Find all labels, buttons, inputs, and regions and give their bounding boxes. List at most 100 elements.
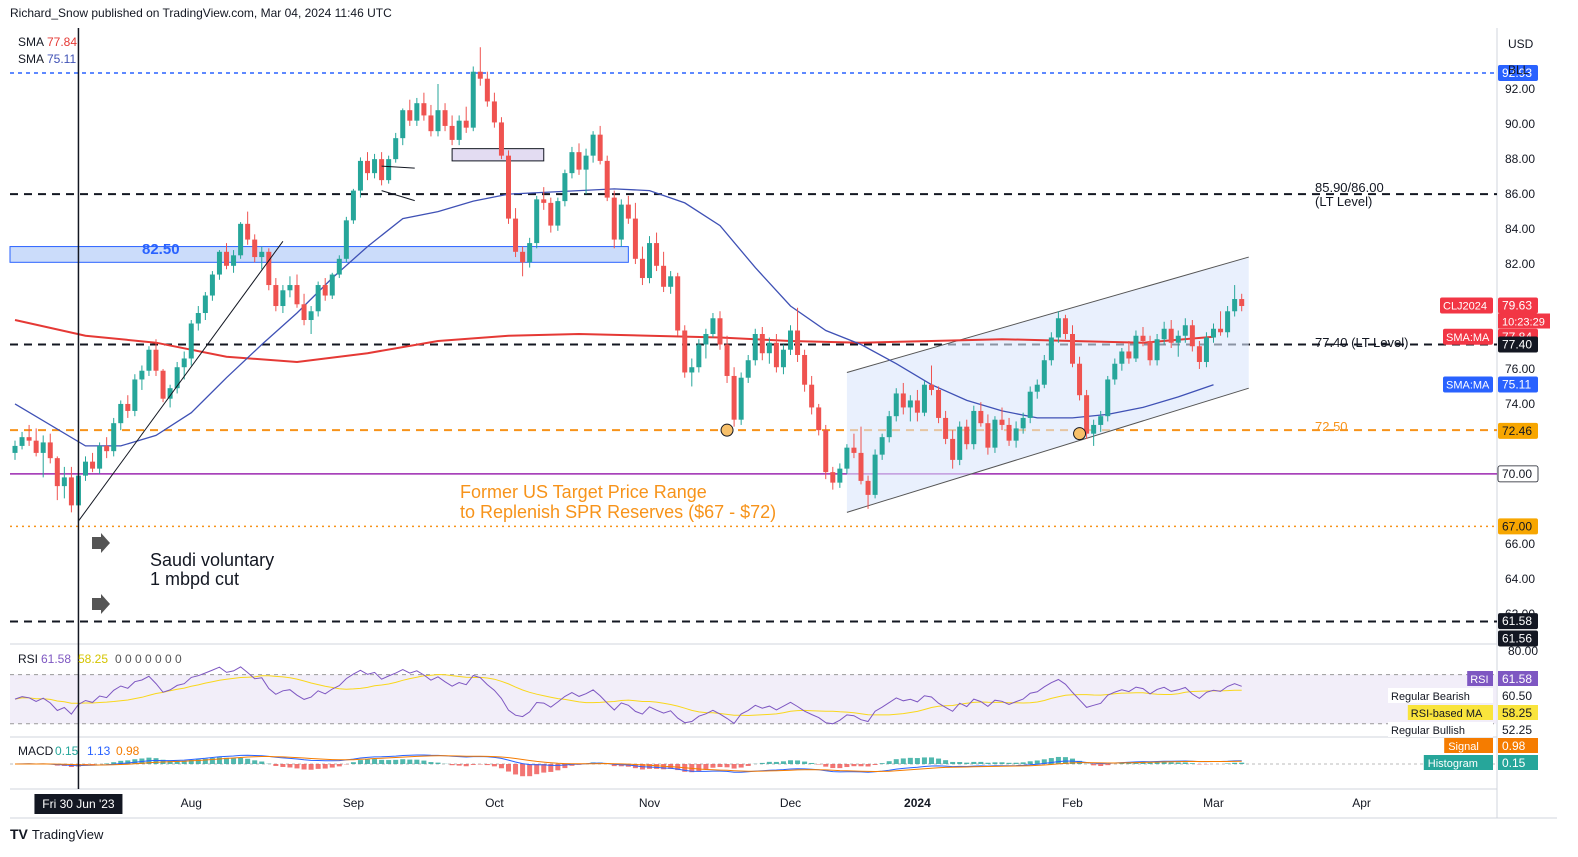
candle-body [851,447,857,453]
macd-histogram-bar [527,764,533,777]
channel-upper-line [846,256,1249,373]
candle [336,255,342,279]
candle [216,250,222,280]
macd-histogram-bar [879,763,885,764]
candle [689,358,695,387]
candle-body [477,71,483,79]
macd-histogram-bar [1041,759,1047,764]
macd-histogram-bar [562,764,568,769]
macd-histogram-bar [1048,758,1054,764]
candle-body [33,440,39,453]
candle [442,103,448,132]
candle-body [231,255,237,266]
rsi-badge-value-bg [1498,705,1538,720]
candle-body [329,274,335,296]
candle [209,271,215,301]
candle-body [724,344,730,376]
candle [68,466,74,513]
candle-body [146,349,152,371]
candle [943,410,949,445]
rsi-badge: RSI 61.58 [1467,671,1538,686]
macd-badge-label-bg [1423,755,1493,770]
sma-blue-line [14,188,1214,447]
candle-body [844,447,850,469]
candle-body [104,445,110,452]
candle-body [428,115,434,132]
candle [809,375,815,415]
candle [625,195,631,224]
macd-histogram-bar [202,758,208,764]
macd-histogram-bar [802,761,808,764]
pennant-lower [381,190,415,202]
annotation-spr-1: Former US Target Price Range [460,482,707,502]
candle [802,349,808,392]
macd-histogram-bar [830,764,836,769]
candle-body [12,445,18,453]
candle-body [858,452,864,481]
candle-body [393,138,399,160]
candle-body [463,120,469,128]
price-badge-value: 70.00 [1502,467,1532,481]
candle [738,372,744,425]
currency-label[interactable]: USD [1508,37,1534,51]
countdown-label: 10:23:29 [1502,316,1545,328]
legend-sma-2-label: SMA [18,52,44,66]
annotation-saudi-1: Saudi voluntary [150,550,274,570]
macd-histogram-bar [470,764,476,765]
macd-histogram-bar [999,762,1005,764]
candle [724,335,730,383]
price-badge: 77.40 [1498,336,1538,353]
unit-label[interactable]: BLL [1508,63,1530,77]
candle-body [597,134,603,161]
candle-body [132,379,138,411]
rsi-badge-label: RSI [1470,674,1488,686]
macd-badge-value: 0.15 [1502,756,1526,770]
macd-histogram-bar [1175,762,1181,764]
candle-body [491,101,497,123]
candle-body [1041,360,1047,385]
macd-histogram-bar [943,760,949,764]
price-badge-value: 75.11 [1502,378,1531,392]
macd-histogram-bar [400,759,406,764]
rsi-badge-value-bg [1498,688,1538,703]
candle [1133,330,1139,362]
candle-body [1175,335,1181,343]
candle-body [780,349,786,368]
macd-histogram-bar [766,761,772,764]
price-badge-value: 79.63 [1502,298,1532,312]
macd-histogram-bar [1239,762,1245,764]
candle [449,115,455,146]
macd-histogram-bar [224,757,229,764]
macd-histogram-bar [1013,762,1019,764]
candle [428,104,434,137]
tradingview-footer[interactable]: TV TradingView [10,826,103,842]
candle [90,452,96,473]
macd-histogram-bar [795,760,801,764]
candle-body [26,437,32,441]
support-trendline [78,241,284,522]
candle-body [647,243,652,279]
candle [294,274,300,308]
annotation-8590-sub: (LT Level) [1315,194,1372,209]
macd-histogram-bar [823,764,829,767]
candle-body [456,120,462,140]
candle-body [1070,334,1075,364]
candle [858,426,864,485]
macd-histogram-bar [428,762,434,764]
macd-histogram-bar [336,764,342,767]
candle [414,97,420,126]
macd-histogram-bar [308,764,314,770]
candle [964,419,970,450]
annotation-saudi-2: 1 mbpd cut [150,569,239,589]
candle [1013,421,1019,448]
candle-body [1168,328,1174,343]
macd-histogram-bar [513,764,519,775]
ma-tag-bg [1443,376,1493,393]
macd-histogram-bar [216,757,222,764]
time-tick-label: Mar [1203,796,1224,810]
macd-histogram-bar [851,764,857,767]
candle-body [1196,346,1202,362]
macd-badge-label: Signal [1448,741,1479,753]
candle [1098,410,1104,432]
